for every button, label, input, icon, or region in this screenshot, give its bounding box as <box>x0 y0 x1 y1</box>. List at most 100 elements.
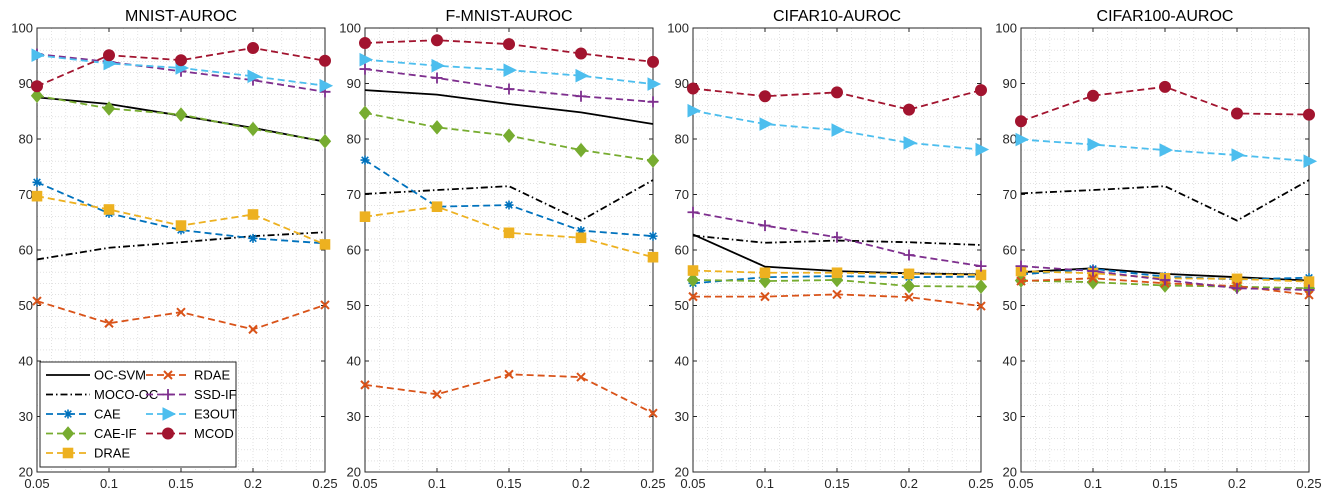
data-point <box>360 380 370 390</box>
data-point <box>976 301 986 311</box>
data-point <box>319 78 334 93</box>
series-ssd-if <box>359 63 659 108</box>
x-tick-label: 0.2 <box>572 476 590 491</box>
y-tick-label: 40 <box>19 354 33 369</box>
legend-marker <box>162 389 174 400</box>
data-point <box>1016 276 1026 286</box>
data-point <box>32 296 42 306</box>
legend-label: SSD-IF <box>194 387 237 402</box>
data-point <box>1087 137 1102 152</box>
chart-panel-4: 20 30 40 50 60 70 80 90 100 0.05 0.1 0.15 0.2 0.25 CIF… <box>995 8 1321 491</box>
y-tick-label: 40 <box>347 354 361 369</box>
x-tick-label: 0.15 <box>496 476 521 491</box>
data-point <box>1087 89 1099 102</box>
data-point <box>647 55 659 68</box>
data-point <box>975 260 987 272</box>
legend-label: CAE-IF <box>94 426 137 441</box>
data-point <box>359 36 371 49</box>
series-moco-oc <box>36 231 326 261</box>
data-point <box>904 292 914 302</box>
y-tick-label: 40 <box>1003 354 1017 369</box>
data-point <box>1015 115 1027 128</box>
data-point <box>575 232 587 244</box>
x-tick-label: 0.1 <box>756 476 774 491</box>
data-point <box>319 54 331 67</box>
x-tick-label: 0.25 <box>968 476 993 491</box>
data-point <box>1088 273 1098 284</box>
series-ssd-if <box>687 206 987 272</box>
data-point <box>974 279 988 294</box>
series-rdae <box>32 296 330 335</box>
data-point <box>1015 132 1030 147</box>
y-tick-label: 50 <box>19 298 33 313</box>
y-tick-label: 30 <box>19 409 33 424</box>
data-point <box>760 291 770 302</box>
x-tick-label: 0.1 <box>1084 476 1102 491</box>
chart-title: CIFAR100-AUROC <box>1097 8 1234 25</box>
data-point <box>31 190 43 202</box>
data-point <box>759 90 771 103</box>
y-tick-label: 20 <box>347 465 361 480</box>
x-tick-label: 0.2 <box>900 476 918 491</box>
series-cae-if <box>30 88 332 149</box>
chart-title: F-MNIST-AUROC <box>445 8 572 25</box>
data-point <box>430 120 444 135</box>
chart-title: MNIST-AUROC <box>125 8 237 25</box>
data-point <box>575 90 587 102</box>
y-tick-label: 80 <box>19 132 33 147</box>
data-point <box>576 226 586 236</box>
data-point <box>902 278 916 294</box>
legend-label: E3OUT <box>194 407 237 422</box>
y-tick-label: 70 <box>675 187 689 202</box>
y-tick-label: 30 <box>1003 409 1017 424</box>
x-tick-label: 0.15 <box>824 476 849 491</box>
data-point <box>247 41 259 54</box>
data-point <box>103 49 115 62</box>
data-point <box>431 34 443 47</box>
y-tick-label: 70 <box>1003 187 1017 202</box>
x-tick-label: 0.15 <box>168 476 193 491</box>
data-point <box>359 211 371 222</box>
data-point <box>975 84 987 97</box>
y-tick-label: 70 <box>347 187 361 202</box>
y-tick-label: 60 <box>347 243 361 258</box>
data-point <box>1087 265 1099 277</box>
data-point <box>30 88 44 103</box>
series-line <box>692 234 982 246</box>
data-point <box>903 103 915 116</box>
legend-marker <box>163 370 173 380</box>
y-tick-label: 100 <box>339 21 361 36</box>
data-point <box>975 142 990 157</box>
data-point <box>248 324 258 335</box>
data-point <box>648 231 658 241</box>
series-mcod <box>31 41 331 93</box>
x-tick-label: 0.25 <box>312 476 337 491</box>
series-e3out <box>1015 132 1318 169</box>
data-point <box>503 83 515 95</box>
series-rdae <box>360 369 658 418</box>
data-point <box>903 249 915 261</box>
y-tick-label: 80 <box>1003 132 1017 147</box>
legend-marker <box>63 409 73 419</box>
data-point <box>102 101 116 116</box>
y-tick-label: 60 <box>675 243 689 258</box>
data-point <box>318 133 332 149</box>
data-point <box>103 204 115 215</box>
data-point <box>1231 107 1243 120</box>
series-rdae <box>688 289 986 311</box>
data-point <box>759 117 774 131</box>
series-oc-svm <box>364 89 654 125</box>
data-point <box>504 200 514 210</box>
y-tick-label: 30 <box>675 409 689 424</box>
legend-label: CAE <box>94 407 121 422</box>
data-point <box>575 68 590 83</box>
data-point <box>831 86 843 99</box>
data-point <box>247 209 259 220</box>
data-point <box>1231 148 1246 162</box>
y-tick-label: 20 <box>1003 465 1017 480</box>
data-point <box>431 58 446 73</box>
data-point <box>646 153 660 168</box>
y-tick-label: 100 <box>667 21 689 36</box>
data-point <box>320 300 330 310</box>
